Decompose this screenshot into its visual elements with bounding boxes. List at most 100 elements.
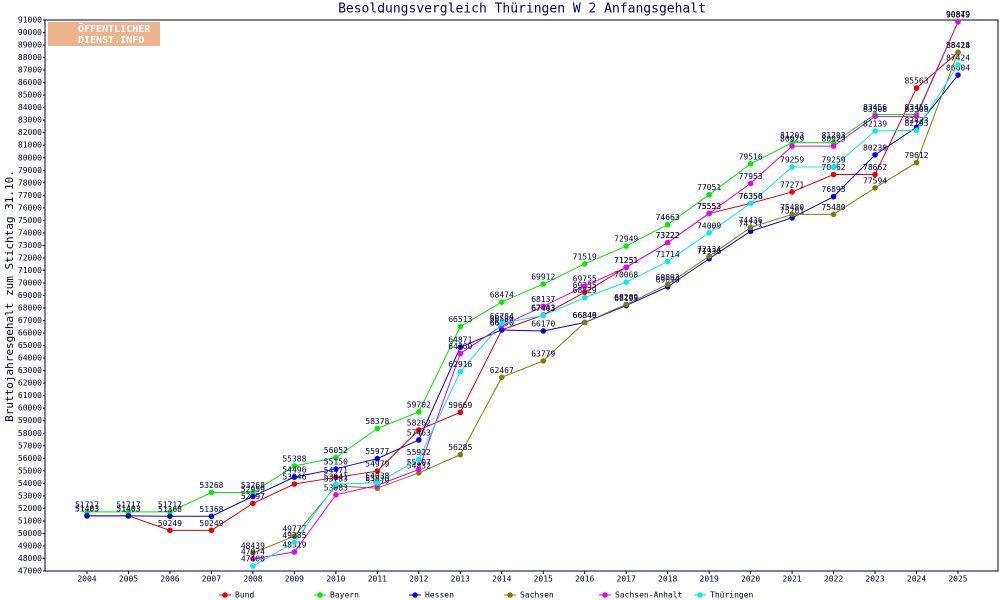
value-label: 51403: [116, 504, 140, 513]
y-tick-label: 85000: [18, 91, 42, 100]
x-tick-label: 2024: [907, 575, 926, 584]
data-point: [250, 500, 256, 507]
data-point: [291, 533, 298, 540]
value-label: 83308: [904, 105, 928, 114]
y-tick-label: 61000: [18, 391, 42, 400]
value-label: 73222: [656, 231, 680, 240]
value-label: 53083: [324, 483, 348, 492]
value-label: 77051: [697, 183, 721, 192]
value-label: 51403: [75, 504, 99, 513]
legend-label: Bund: [235, 591, 254, 600]
data-point: [291, 474, 298, 480]
x-tick-label: 2013: [451, 575, 470, 584]
data-point: [540, 281, 547, 287]
data-point: [955, 72, 961, 78]
x-tick-label: 2017: [617, 575, 636, 584]
value-label: 68199: [614, 294, 638, 303]
value-label: 54496: [282, 466, 306, 475]
y-tick-label: 48000: [18, 554, 42, 563]
data-point: [747, 224, 754, 231]
value-label: 76356: [739, 192, 763, 201]
value-label: 74131: [739, 220, 763, 229]
legend-marker: [697, 592, 703, 598]
value-label: 74436: [739, 216, 763, 225]
legend-label: Bayern: [330, 591, 359, 600]
data-point: [830, 171, 837, 178]
y-tick-label: 83000: [18, 116, 42, 125]
value-label: 76893: [822, 185, 846, 194]
data-point: [664, 258, 671, 265]
y-tick-label: 49000: [18, 541, 42, 550]
value-label: 71714: [656, 250, 680, 259]
data-point: [913, 159, 920, 166]
value-label: 75201: [780, 206, 804, 215]
data-point: [333, 474, 339, 481]
series-line: [252, 64, 959, 567]
value-label: 51403: [75, 504, 99, 513]
data-point: [333, 481, 339, 487]
y-tick-label: 84000: [18, 103, 42, 112]
value-label: 64871: [448, 336, 472, 345]
series-line: [252, 52, 959, 554]
value-label: 83456: [904, 103, 928, 112]
data-point: [747, 161, 754, 167]
data-point: [250, 563, 256, 569]
data-point: [416, 456, 422, 463]
y-tick-label: 73000: [18, 241, 42, 250]
data-point: [333, 454, 339, 461]
x-tick-label: 2005: [119, 575, 138, 584]
data-point: [789, 164, 795, 170]
value-label: 64360: [448, 342, 472, 351]
logo: ÖFFENTLICHER DIENST.INFO: [48, 21, 160, 46]
data-point: [623, 279, 629, 285]
data-point: [125, 513, 132, 519]
value-label: 51717: [158, 500, 182, 509]
data-point: [623, 264, 629, 271]
value-label: 52959: [241, 485, 265, 494]
y-tick-label: 78000: [18, 178, 42, 187]
data-point: [872, 171, 878, 178]
value-label: 51403: [116, 504, 140, 513]
value-label: 69690: [656, 275, 680, 284]
data-point: [913, 127, 920, 134]
x-tick-label: 2020: [741, 575, 760, 584]
value-label: 77953: [739, 172, 763, 181]
x-tick-label: 2012: [409, 575, 428, 584]
value-label: 55922: [407, 448, 431, 457]
y-tick-label: 50000: [18, 529, 42, 538]
value-label: 75553: [697, 202, 721, 211]
data-point: [789, 211, 795, 218]
y-tick-label: 79000: [18, 166, 42, 175]
value-label: 77594: [863, 176, 887, 185]
data-point: [789, 143, 795, 149]
value-label: 68289: [614, 293, 638, 302]
y-tick-label: 81000: [18, 141, 42, 150]
data-point: [498, 327, 505, 333]
value-label: 88418: [946, 41, 970, 50]
value-label: 71251: [614, 256, 638, 265]
x-tick-label: 2010: [326, 575, 345, 584]
y-tick-label: 67000: [18, 316, 42, 325]
value-label: 78662: [863, 163, 887, 172]
data-point: [747, 180, 754, 187]
data-point: [540, 328, 547, 334]
value-label: 68474: [490, 291, 514, 300]
y-tick-label: 57000: [18, 441, 42, 450]
y-tick-label: 56000: [18, 454, 42, 463]
value-label: 62467: [490, 366, 514, 375]
y-tick-label: 68000: [18, 304, 42, 313]
data-point: [457, 451, 464, 458]
value-label: 69893: [656, 273, 680, 282]
value-label: 79612: [904, 151, 928, 160]
value-label: 69912: [531, 273, 555, 282]
y-tick-label: 76000: [18, 203, 42, 212]
value-label: 71519: [573, 252, 597, 261]
value-label: 51368: [199, 505, 223, 514]
data-point: [872, 185, 878, 191]
data-point: [955, 19, 961, 25]
legend-label: Hessen: [425, 591, 454, 600]
value-label: 58262: [407, 418, 431, 427]
value-label: 53941: [324, 473, 348, 482]
y-axis-label: Bruttojahresgehalt zum Stichtag 31.10.: [3, 170, 16, 422]
